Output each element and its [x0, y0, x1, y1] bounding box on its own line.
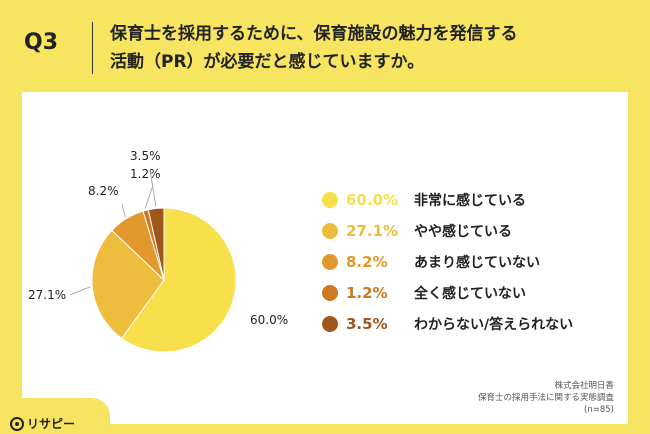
legend-swatch-5 [322, 316, 338, 332]
legend-swatch-2 [322, 223, 338, 239]
pie-leader-line-2 [69, 286, 91, 296]
legend-label-4: 全く感じていない [414, 286, 526, 302]
brand-logo: リサピー [10, 415, 75, 432]
legend-item-4: 1.2% 全く感じていない [322, 279, 573, 307]
legend-item-2: 27.1% やや感じている [322, 217, 573, 245]
pie-chart: 60.0% 27.1% 8.2% 1.2% 3.5% [28, 149, 288, 353]
legend-swatch-4 [322, 285, 338, 301]
source-company: 株式会社明日香 [554, 381, 614, 391]
pie-leader-line-4 [144, 187, 153, 209]
source-sample-size: (n=85) [584, 405, 614, 415]
legend-label-3: あまり感じていない [414, 255, 540, 271]
brand-logo-text: リサピー [27, 417, 76, 431]
legend-swatch-3 [322, 254, 338, 270]
source-note: 株式会社明日香 保育士の採用手法に関する実態調査 (n=85) [478, 380, 614, 416]
legend-item-5: 3.5% わからない/答えられない [322, 310, 573, 338]
legend-percent-4: 1.2% [346, 284, 388, 302]
legend-label-1: 非常に感じている [414, 193, 526, 209]
pie-slice-2 [91, 229, 165, 339]
pie-value-label-3: 8.2% [88, 184, 119, 198]
legend-percent-3: 8.2% [346, 253, 388, 271]
pie-leader-line-3 [121, 203, 126, 218]
pie-value-label-1: 60.0% [250, 313, 288, 327]
legend-percent-2: 27.1% [346, 222, 399, 240]
brand-logo-icon [10, 416, 24, 431]
legend-label-2: やや感じている [414, 224, 512, 240]
header-divider [92, 22, 93, 74]
legend: 60.0% 非常に感じている 27.1% やや感じている 8.2% あまり感じていない 1.… [322, 186, 573, 341]
legend-percent-1: 60.0% [346, 191, 399, 209]
question-title-line2: 活動（PR）が必要だと感じていますか。 [110, 52, 425, 72]
question-title-line1: 保育士を採用するために、保育施設の魅力を発信する [110, 24, 518, 44]
pie-value-label-5: 3.5% [130, 149, 161, 163]
pie-value-label-4: 1.2% [130, 167, 161, 181]
legend-item-1: 60.0% 非常に感じている [322, 186, 573, 214]
chart-card: 60.0% 27.1% 8.2% 1.2% 3.5% 60.0% 非常に感じている 27.1… [22, 92, 628, 424]
pie-slice-5 [147, 207, 165, 281]
pie-value-label-2: 27.1% [28, 288, 66, 302]
question-label: Q3 [24, 30, 59, 55]
legend-label-5: わからない/答えられない [414, 317, 574, 333]
legend-swatch-1 [322, 192, 338, 208]
legend-percent-5: 3.5% [346, 315, 388, 333]
pie-slice-1 [120, 207, 237, 353]
question-title: 保育士を採用するために、保育施設の魅力を発信する 活動（PR）が必要だと感じてい… [110, 20, 630, 76]
legend-item-3: 8.2% あまり感じていない [322, 248, 573, 276]
source-survey: 保育士の採用手法に関する実態調査 [477, 393, 614, 403]
pie-leader-line-5 [149, 169, 157, 207]
